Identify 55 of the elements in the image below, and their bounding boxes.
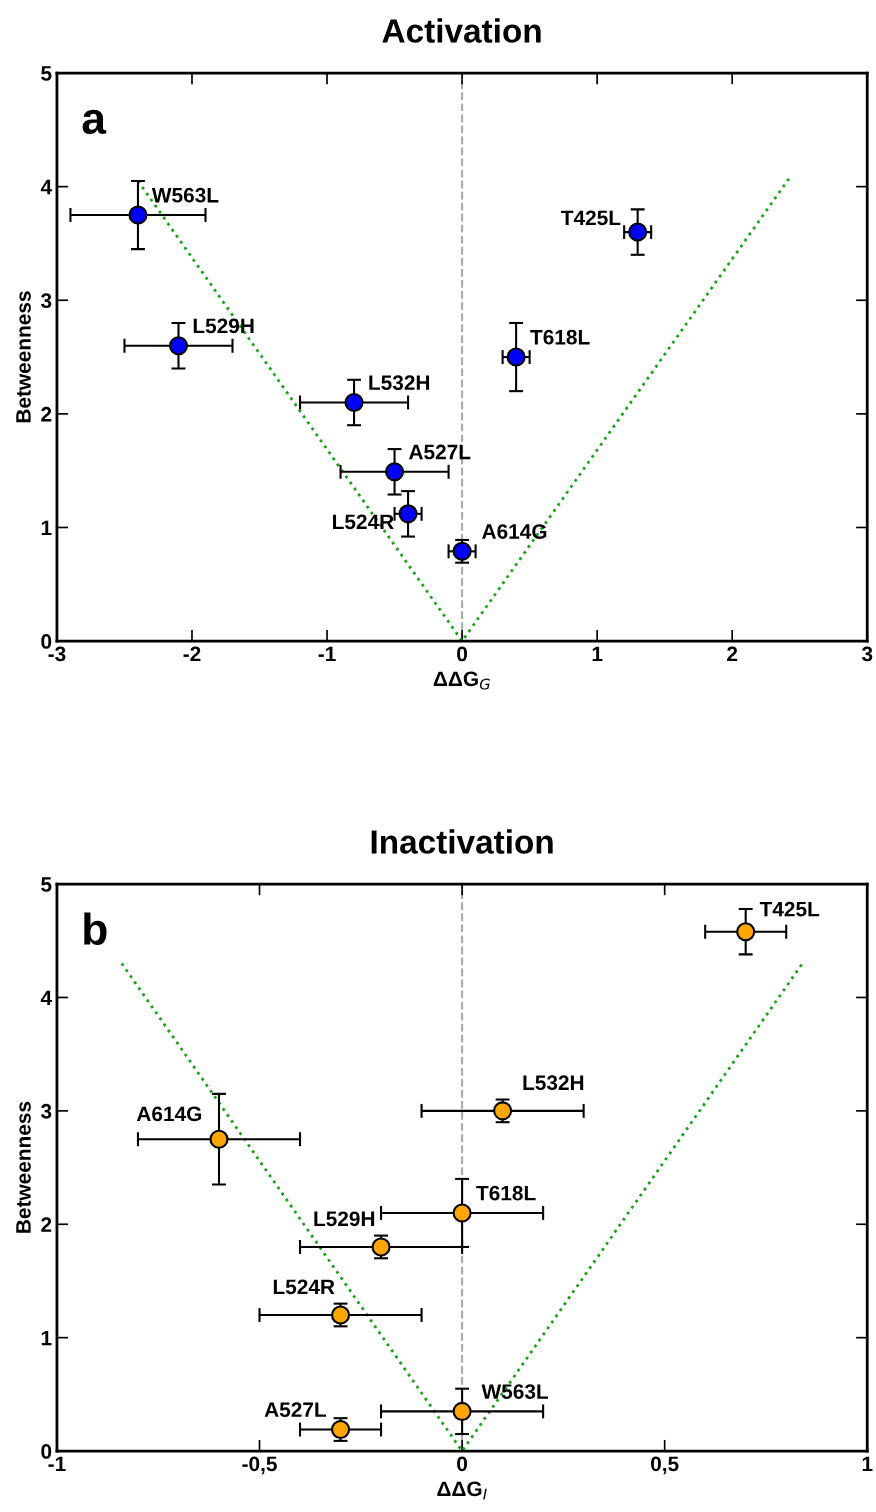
point — [628, 222, 648, 242]
x-axis-title: ΔΔG$_{G}$ — [433, 671, 490, 690]
annotation: W563L — [151, 187, 219, 203]
x-tick-label: 3 — [861, 646, 873, 662]
annotation: A614G — [136, 1106, 202, 1122]
x-tick-label: -1 — [318, 646, 336, 662]
annotation: T425L — [561, 210, 621, 226]
annotation: W563L — [481, 1384, 549, 1399]
y-tick-label: 3 — [40, 1103, 52, 1119]
y-tick-label: 1 — [41, 1330, 52, 1346]
y-tick-label: 2 — [41, 406, 52, 422]
y-tick-label: 4 — [40, 179, 52, 195]
y-tick-label: 5 — [41, 66, 52, 81]
chart-title: Inactivation — [371, 829, 553, 854]
y-tick-label: 2 — [41, 1217, 52, 1232]
annotation: L532H — [523, 1075, 584, 1091]
y-tick-label: 1 — [41, 520, 52, 536]
annotation: T618L — [530, 329, 590, 345]
annotation: L524R — [273, 1279, 335, 1295]
x-tick-label: 1 — [592, 646, 603, 662]
point — [398, 504, 418, 524]
annotation: T425L — [759, 901, 820, 917]
annotation: L524R — [333, 514, 394, 530]
x-axis-title: ΔΔG$_{I}$ — [437, 1481, 487, 1500]
chart-title: Activation — [382, 18, 541, 43]
x-tick-label: 0 — [457, 646, 468, 662]
point — [506, 347, 526, 367]
point — [736, 922, 756, 942]
annotation: A527L — [408, 444, 471, 460]
point — [452, 1401, 472, 1421]
point — [385, 462, 405, 482]
x-tick-label: 0,5 — [651, 1456, 679, 1475]
point — [209, 1129, 229, 1149]
point — [344, 392, 364, 413]
x-tick-label: 1 — [862, 1456, 873, 1472]
point — [168, 336, 189, 356]
x-tick-label: -2 — [183, 646, 201, 662]
x-tick-label: -0,5 — [242, 1456, 277, 1475]
annotation: L529H — [193, 318, 254, 334]
x-tick-label: 0 — [457, 1456, 468, 1472]
annotation: L532H — [369, 375, 430, 391]
y-axis-title: Betweenness — [16, 1101, 31, 1233]
y-tick-label: 5 — [41, 877, 52, 892]
point — [128, 205, 148, 225]
point — [452, 1203, 472, 1223]
y-tick-label: 3 — [40, 293, 52, 309]
annotation: a — [82, 109, 107, 135]
x-tick-label: 2 — [727, 646, 738, 662]
annotation: T618L — [476, 1185, 536, 1201]
annotation: A614G — [482, 524, 547, 539]
annotation: L529H — [314, 1211, 375, 1227]
y-tick-label: 4 — [40, 990, 52, 1006]
annotation: A527L — [264, 1402, 327, 1418]
annotation: b — [84, 912, 107, 946]
y-axis-title: Betweenness — [16, 291, 31, 423]
